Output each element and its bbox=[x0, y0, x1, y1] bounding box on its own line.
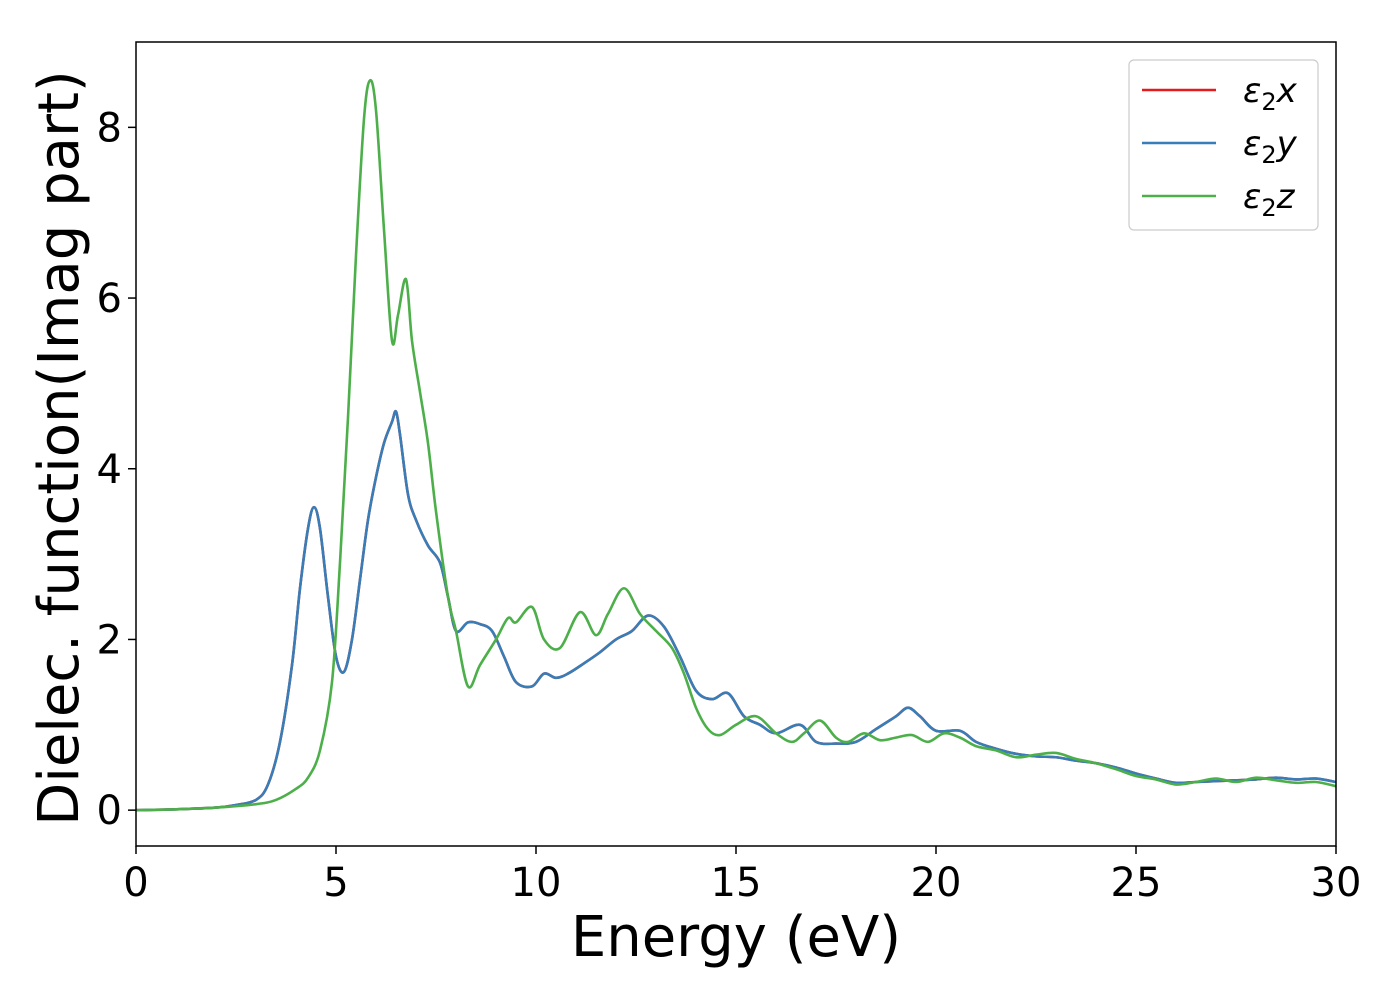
y-axis: 0 2 4 6 8 bbox=[97, 105, 136, 834]
series-group bbox=[136, 78, 1336, 812]
x-tick-label: 25 bbox=[1111, 860, 1162, 906]
x-tick-label: 5 bbox=[323, 860, 348, 906]
x-tick-label: 30 bbox=[1311, 860, 1362, 906]
y-tick-label: 6 bbox=[97, 276, 122, 322]
y-tick-label: 4 bbox=[97, 447, 122, 493]
series-line-z bbox=[136, 78, 1336, 812]
x-tick-label: 15 bbox=[711, 860, 762, 906]
legend: ε2x ε2y ε2z bbox=[1128, 59, 1319, 231]
x-axis: 0 5 10 15 20 25 30 bbox=[123, 846, 1361, 906]
y-tick-label: 0 bbox=[97, 788, 122, 834]
series-line-y bbox=[136, 409, 1336, 812]
legend-box bbox=[1128, 59, 1319, 231]
x-axis-title: Energy (eV) bbox=[571, 905, 901, 970]
x-tick-label: 10 bbox=[511, 860, 562, 906]
y-tick-label: 8 bbox=[97, 105, 122, 151]
legend-label-z: ε2z bbox=[1243, 177, 1296, 222]
legend-label-y: ε2y bbox=[1243, 124, 1298, 169]
y-axis-title: Dielec. function(Imag part) bbox=[27, 70, 92, 826]
legend-label-x: ε2x bbox=[1243, 71, 1298, 116]
x-tick-label: 20 bbox=[911, 860, 962, 906]
x-tick-label: 0 bbox=[123, 860, 148, 906]
y-tick-label: 2 bbox=[97, 617, 122, 663]
